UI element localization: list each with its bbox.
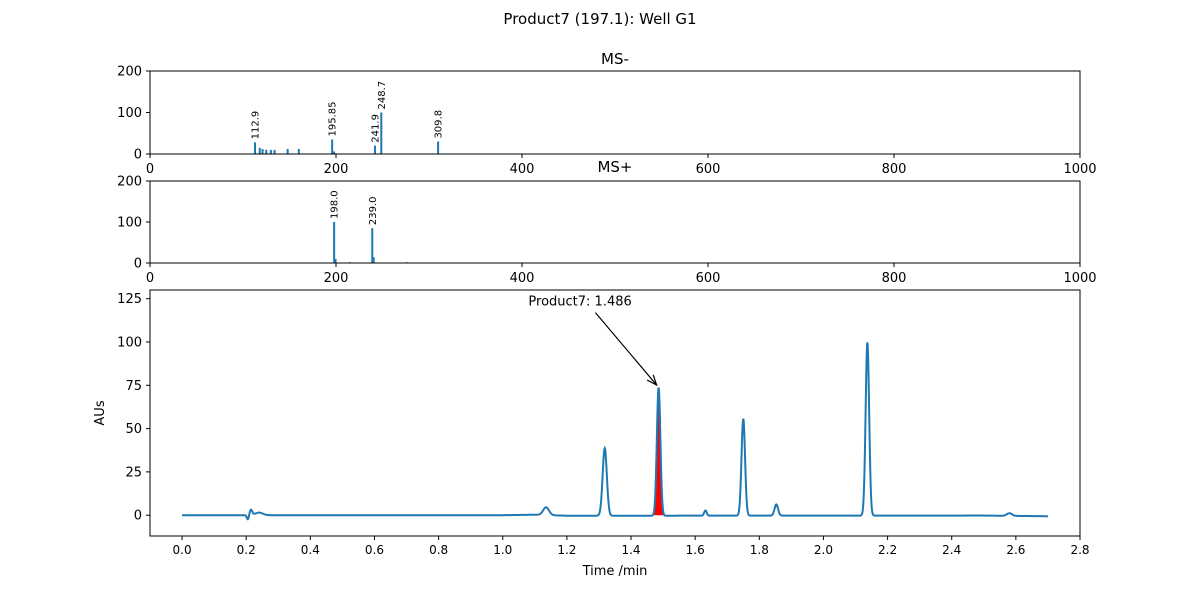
ms-positive-ytick-label: 100 bbox=[117, 216, 142, 231]
chromatogram-panel: Product7: 1.486 0.0 0.2 0.4 0.6 0.8 1.0 1.2 1.4 1… bbox=[93, 289, 1090, 579]
ms-negative-xtick-label: 600 bbox=[696, 162, 721, 177]
ms-positive-xtick-label: 200 bbox=[324, 271, 349, 286]
annotation-label: Product7: 1.486 bbox=[528, 295, 631, 310]
chromatogram-ytick-label: 125 bbox=[117, 292, 142, 307]
ms-negative-peak-label: 112.9 bbox=[250, 111, 261, 140]
ms-positive-xtick-label: 0 bbox=[146, 271, 154, 286]
ms-positive-title: MS+ bbox=[597, 158, 632, 176]
ms-negative-plot-area: 112.9 195.85 241.9 248.7 309.8 0 200 400 600 800 1… bbox=[117, 65, 1096, 178]
chromatogram-ytick-label: 75 bbox=[125, 379, 142, 394]
chromatogram-frame bbox=[149, 289, 1081, 537]
chromatogram-xtick-label: 2.2 bbox=[878, 543, 897, 557]
ms-negative-peak-label: 241.9 bbox=[370, 114, 381, 143]
chromatogram-ytick-label: 0 bbox=[134, 509, 142, 524]
ms-negative-frame bbox=[149, 70, 1081, 155]
ms-negative-peak-label: 195.85 bbox=[328, 101, 339, 136]
ms-positive-xtick-label: 600 bbox=[696, 271, 721, 286]
ms-positive-frame bbox=[149, 180, 1081, 264]
figure-suptitle: Product7 (197.1): Well G1 bbox=[503, 10, 696, 28]
ms-negative-ytick-label: 100 bbox=[117, 106, 142, 121]
chromatogram-xtick-label: 1.4 bbox=[621, 543, 640, 557]
ms-negative-peak-label: 309.8 bbox=[434, 110, 445, 139]
annotation-arrowhead bbox=[646, 374, 658, 387]
ms-positive-xtick-label: 1000 bbox=[1063, 271, 1096, 286]
chromatogram-xtick-label: 1.8 bbox=[750, 543, 769, 557]
ms-positive-xtick-label: 400 bbox=[510, 271, 535, 286]
chromatogram-xtick-label: 2.0 bbox=[814, 543, 833, 557]
chromatogram-xtick-label: 2.6 bbox=[1006, 543, 1025, 557]
ms-positive-peak-label: 198.0 bbox=[330, 190, 341, 219]
chromatogram-xtick-label: 2.8 bbox=[1070, 543, 1089, 557]
chromatogram-ytick-label: 100 bbox=[117, 335, 142, 350]
chromatogram-xtick-label: 0.0 bbox=[173, 543, 192, 557]
ms-negative-ytick-label: 200 bbox=[117, 65, 142, 80]
chromatogram-xtick-label: 1.0 bbox=[493, 543, 512, 557]
ms-positive-panel: MS+ 198.0 239.0 0 200 400 600 800 1000 0 100 200 bbox=[117, 158, 1096, 286]
ms-positive-peak-label: 239.0 bbox=[368, 197, 379, 226]
chromatogram-trace bbox=[182, 342, 1048, 521]
ms-negative-peak-label: 248.7 bbox=[377, 81, 388, 110]
ms-negative-xtick-label: 0 bbox=[146, 162, 154, 177]
ms-negative-ytick-label: 0 bbox=[134, 148, 142, 163]
ms-positive-ytick-label: 200 bbox=[117, 175, 142, 190]
chromatogram-xtick-label: 0.6 bbox=[365, 543, 384, 557]
chromatogram-xtick-label: 2.4 bbox=[942, 543, 961, 557]
chromatogram-ylabel: AUs bbox=[93, 400, 108, 425]
chromatogram-plot-area: Product7: 1.486 0.0 0.2 0.4 0.6 0.8 1.0 1.2 1.4 1… bbox=[117, 292, 1089, 557]
ms-positive-plot-area: 198.0 239.0 0 200 400 600 800 1000 0 100 200 bbox=[117, 175, 1096, 287]
chromatogram-xtick-label: 1.6 bbox=[686, 543, 705, 557]
chromatogram-xtick-label: 0.2 bbox=[237, 543, 256, 557]
ms-negative-panel: MS- 112.9 195.85 241.9 248.7 309.8 0 200 400 600… bbox=[117, 50, 1096, 177]
chromatogram-xtick-label: 0.4 bbox=[301, 543, 320, 557]
ms-negative-xtick-label: 1000 bbox=[1063, 162, 1096, 177]
ms-negative-title: MS- bbox=[601, 50, 629, 68]
ms-positive-ytick-label: 0 bbox=[134, 257, 142, 272]
ms-negative-xtick-label: 200 bbox=[324, 162, 349, 177]
ms-negative-xtick-label: 800 bbox=[882, 162, 907, 177]
annotation-arrow bbox=[594, 312, 658, 386]
chromatogram-xlabel: Time /min bbox=[582, 564, 648, 579]
chromatogram-xtick-label: 1.2 bbox=[557, 543, 576, 557]
chromatogram-ytick-label: 50 bbox=[125, 422, 142, 437]
ms-negative-xtick-label: 400 bbox=[510, 162, 535, 177]
chromatogram-xtick-label: 0.8 bbox=[429, 543, 448, 557]
chromatogram-ytick-label: 25 bbox=[125, 465, 142, 480]
ms-positive-xtick-label: 800 bbox=[882, 271, 907, 286]
